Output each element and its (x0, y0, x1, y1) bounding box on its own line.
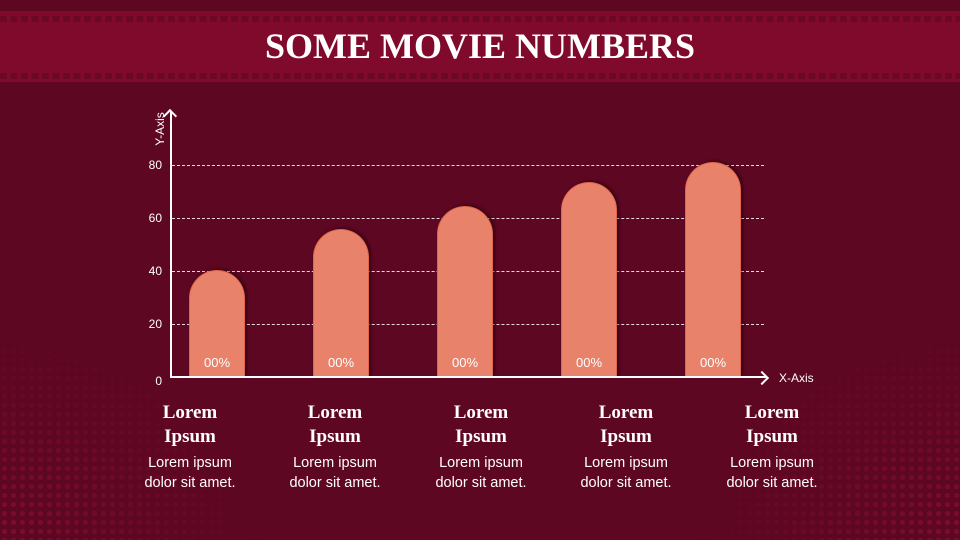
bar-1: 00% (189, 270, 245, 377)
gridline-80 (172, 165, 764, 166)
bar-5: 00% (685, 162, 741, 377)
category-3: Lorem Ipsum Lorem ipsum dolor sit amet. (406, 401, 556, 493)
bar-4: 00% (561, 182, 617, 377)
category-title: Lorem Ipsum (307, 402, 363, 447)
film-strip-bottom (0, 73, 960, 79)
x-axis-label: X-Axis (779, 371, 814, 385)
title-banner: SOME MOVIE NUMBERS (0, 11, 960, 82)
bar-value-label: 00% (451, 355, 479, 370)
y-tick-60: 60 (148, 211, 162, 225)
slide-title: SOME MOVIE NUMBERS (264, 26, 696, 66)
bar-value-label: 00% (699, 355, 727, 370)
bar-value-label: 00% (575, 355, 603, 370)
film-strip-top (0, 16, 960, 22)
bar-value-label: 00% (327, 355, 355, 370)
bar-3: 00% (437, 206, 493, 377)
category-description: Lorem ipsum dolor sit amet. (289, 455, 381, 491)
category-2: Lorem Ipsum Lorem ipsum dolor sit amet. (260, 401, 410, 493)
y-axis-line (170, 112, 172, 378)
bar-value-label: 00% (203, 355, 231, 370)
y-tick-40: 40 (148, 264, 162, 278)
x-axis-arrow-icon (754, 370, 770, 386)
category-description: Lorem ipsum dolor sit amet. (435, 455, 527, 491)
category-description: Lorem ipsum dolor sit amet. (580, 455, 672, 491)
bar-2: 00% (313, 229, 369, 377)
y-tick-0: 0 (155, 374, 162, 388)
category-title: Lorem Ipsum (598, 402, 654, 447)
category-title: Lorem Ipsum (744, 402, 800, 447)
category-title: Lorem Ipsum (453, 402, 509, 447)
category-5: Lorem Ipsum Lorem ipsum dolor sit amet. (697, 401, 847, 493)
y-axis-label: Y-Axis (153, 112, 167, 146)
category-description: Lorem ipsum dolor sit amet. (144, 455, 236, 491)
y-tick-20: 20 (148, 317, 162, 331)
category-title: Lorem Ipsum (162, 402, 218, 447)
category-description: Lorem ipsum dolor sit amet. (726, 455, 818, 491)
category-1: Lorem Ipsum Lorem ipsum dolor sit amet. (115, 401, 265, 493)
x-axis-line (170, 376, 766, 378)
category-4: Lorem Ipsum Lorem ipsum dolor sit amet. (551, 401, 701, 493)
y-tick-80: 80 (148, 158, 162, 172)
